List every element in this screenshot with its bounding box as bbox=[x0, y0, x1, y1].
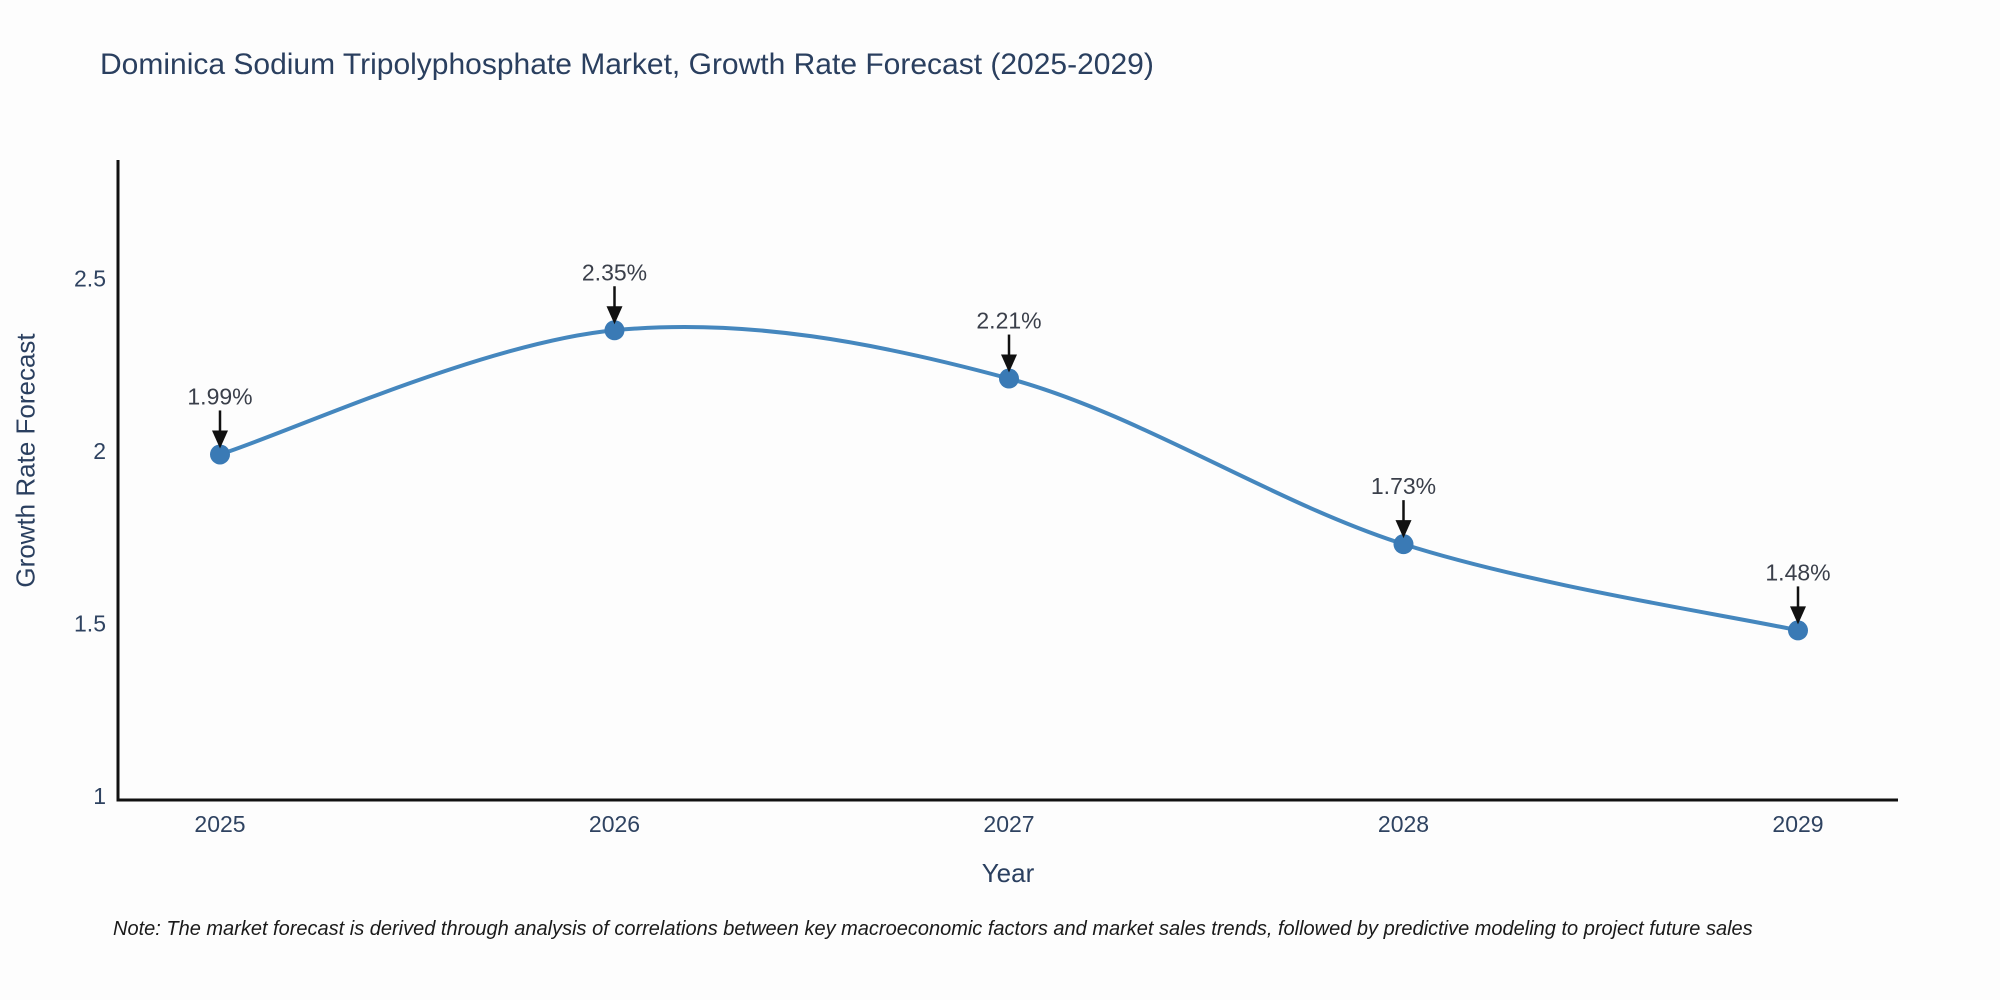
x-tick-label: 2025 bbox=[194, 811, 245, 837]
data-point-marker bbox=[999, 368, 1019, 389]
y-tick-label: 1.5 bbox=[74, 611, 106, 637]
x-axis-label: Year bbox=[981, 858, 1035, 888]
annotation-arrow-head bbox=[1395, 520, 1412, 539]
annotation-arrow-head bbox=[1001, 354, 1017, 373]
y-tick-label: 2.5 bbox=[74, 266, 106, 292]
y-tick-label: 1 bbox=[93, 783, 106, 809]
x-tick-label: 2029 bbox=[1772, 811, 1823, 837]
data-point-marker bbox=[604, 320, 625, 341]
annotation-label: 2.21% bbox=[976, 308, 1041, 334]
x-tick-label: 2027 bbox=[983, 811, 1034, 837]
chart-title: Dominica Sodium Tripolyphosphate Market,… bbox=[100, 48, 1154, 81]
axis-lines bbox=[116, 160, 1898, 802]
annotation-label: 1.99% bbox=[187, 383, 252, 409]
annotation-label: 1.48% bbox=[1765, 559, 1830, 585]
data-point-marker bbox=[210, 444, 230, 465]
footnote: Note: The market forecast is derived thr… bbox=[113, 918, 1753, 940]
data-point-marker bbox=[1788, 620, 1808, 641]
data-point-marker bbox=[1393, 534, 1414, 555]
annotation-label: 2.35% bbox=[582, 259, 647, 285]
annotation-arrow-head bbox=[212, 430, 228, 449]
y-tick-label: 2 bbox=[93, 438, 106, 464]
annotation-arrow-head bbox=[1790, 606, 1806, 625]
x-tick-label: 2026 bbox=[589, 811, 640, 837]
annotation-arrow-head bbox=[606, 306, 623, 325]
annotation-label: 1.73% bbox=[1371, 473, 1436, 499]
x-tick-label: 2028 bbox=[1378, 811, 1429, 837]
